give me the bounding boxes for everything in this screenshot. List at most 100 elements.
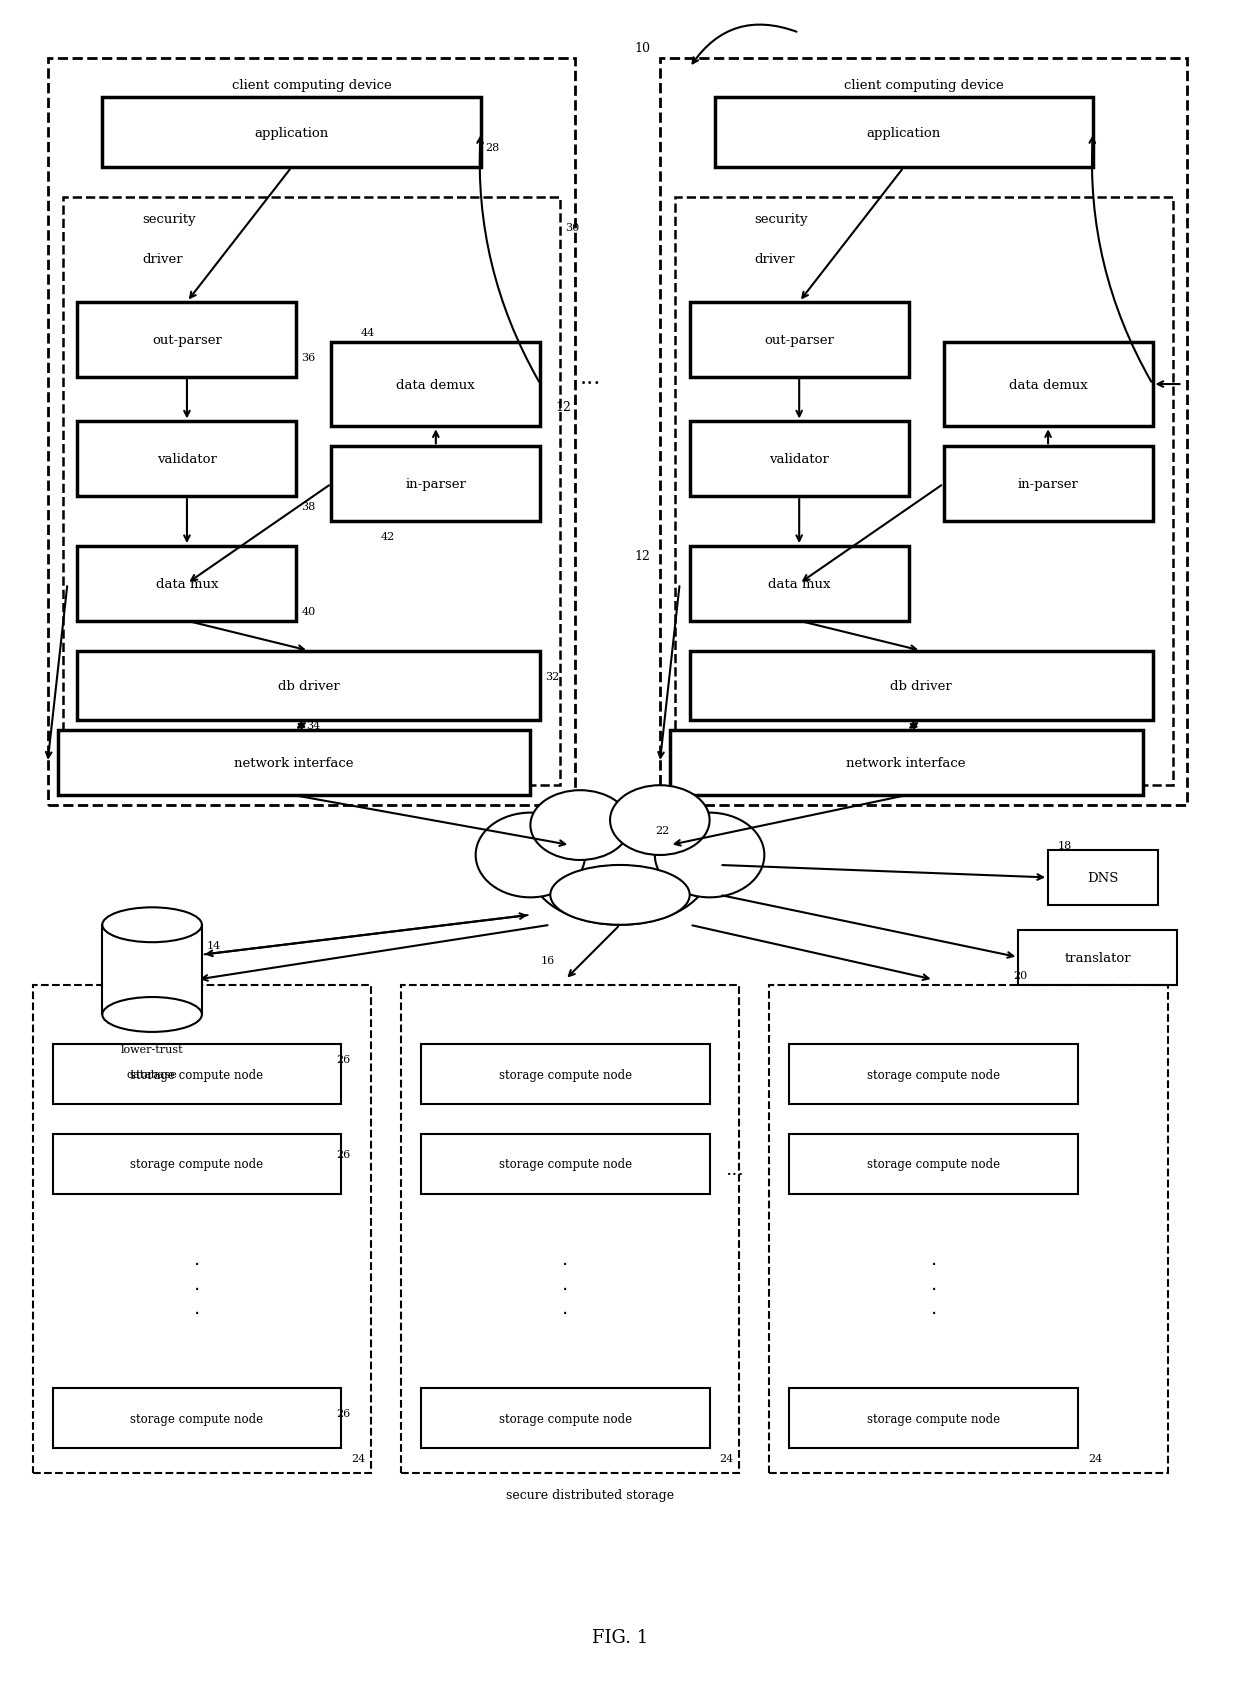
Text: client computing device: client computing device: [843, 78, 1003, 92]
Text: security: security: [754, 213, 808, 227]
FancyBboxPatch shape: [52, 1134, 341, 1194]
Text: 26: 26: [336, 1055, 351, 1064]
FancyBboxPatch shape: [420, 1134, 709, 1194]
Text: network interface: network interface: [234, 757, 353, 771]
Text: 24: 24: [719, 1453, 734, 1463]
Text: 26: 26: [336, 1149, 351, 1159]
Ellipse shape: [655, 813, 764, 899]
Text: driver: driver: [754, 252, 795, 266]
FancyBboxPatch shape: [77, 302, 296, 377]
FancyBboxPatch shape: [103, 99, 481, 169]
Text: FIG. 1: FIG. 1: [591, 1628, 649, 1647]
Text: storage compute node: storage compute node: [130, 1412, 263, 1425]
Text: 20: 20: [1013, 970, 1028, 980]
FancyBboxPatch shape: [944, 343, 1153, 428]
Text: db driver: db driver: [278, 680, 340, 692]
Text: 38: 38: [301, 501, 316, 512]
Text: .: .: [930, 1299, 936, 1318]
Text: data demux: data demux: [397, 379, 475, 392]
Ellipse shape: [103, 997, 202, 1032]
Text: 34: 34: [306, 721, 321, 731]
Ellipse shape: [103, 907, 202, 943]
Text: application: application: [254, 126, 329, 140]
Text: data mux: data mux: [768, 578, 831, 590]
Text: 14: 14: [207, 939, 221, 950]
FancyBboxPatch shape: [77, 423, 296, 496]
Text: out-parser: out-parser: [764, 334, 835, 346]
FancyBboxPatch shape: [420, 1388, 709, 1448]
Text: .: .: [193, 1299, 200, 1318]
FancyBboxPatch shape: [77, 651, 541, 721]
Text: 24: 24: [1087, 1453, 1102, 1463]
FancyBboxPatch shape: [689, 651, 1153, 721]
Text: db driver: db driver: [890, 680, 952, 692]
Text: driver: driver: [143, 252, 182, 266]
Text: storage compute node: storage compute node: [498, 1412, 632, 1425]
Text: storage compute node: storage compute node: [498, 1067, 632, 1081]
Text: 12: 12: [556, 401, 572, 414]
Text: database: database: [126, 1069, 177, 1079]
Text: 44: 44: [361, 327, 376, 338]
Text: lower-trust: lower-trust: [120, 1045, 184, 1055]
Text: storage compute node: storage compute node: [130, 1158, 263, 1171]
Text: 24: 24: [351, 1453, 366, 1463]
FancyBboxPatch shape: [689, 423, 909, 496]
Text: out-parser: out-parser: [153, 334, 222, 346]
FancyBboxPatch shape: [689, 302, 909, 377]
Text: ...: ...: [725, 1161, 744, 1178]
FancyBboxPatch shape: [331, 447, 541, 522]
FancyBboxPatch shape: [944, 447, 1153, 522]
Text: 30: 30: [565, 223, 579, 234]
Text: network interface: network interface: [847, 757, 966, 771]
Text: .: .: [930, 1274, 936, 1292]
FancyBboxPatch shape: [331, 343, 541, 428]
Ellipse shape: [551, 866, 689, 926]
Text: translator: translator: [1064, 951, 1131, 963]
Text: 18: 18: [1058, 841, 1073, 851]
FancyBboxPatch shape: [103, 926, 202, 1014]
Text: storage compute node: storage compute node: [130, 1067, 263, 1081]
FancyBboxPatch shape: [789, 1388, 1078, 1448]
Text: data mux: data mux: [156, 578, 218, 590]
Text: 28: 28: [486, 143, 500, 153]
Text: in-parser: in-parser: [405, 477, 466, 491]
FancyBboxPatch shape: [77, 547, 296, 621]
FancyBboxPatch shape: [1048, 851, 1158, 905]
Text: security: security: [143, 213, 196, 227]
Text: storage compute node: storage compute node: [498, 1158, 632, 1171]
FancyBboxPatch shape: [52, 1045, 341, 1105]
Ellipse shape: [476, 813, 585, 899]
FancyBboxPatch shape: [57, 731, 531, 796]
Text: in-parser: in-parser: [1018, 477, 1079, 491]
Text: .: .: [562, 1274, 568, 1292]
Text: client computing device: client computing device: [232, 78, 392, 92]
FancyBboxPatch shape: [714, 99, 1092, 169]
Text: storage compute node: storage compute node: [867, 1067, 1001, 1081]
Text: secure distributed storage: secure distributed storage: [506, 1488, 675, 1500]
Ellipse shape: [531, 815, 709, 926]
Text: 16: 16: [541, 955, 554, 965]
Ellipse shape: [610, 786, 709, 856]
Text: ...: ...: [579, 367, 601, 389]
FancyBboxPatch shape: [670, 731, 1142, 796]
Text: storage compute node: storage compute node: [867, 1158, 1001, 1171]
Text: .: .: [930, 1250, 936, 1269]
FancyBboxPatch shape: [420, 1045, 709, 1105]
Text: 10: 10: [635, 43, 651, 55]
FancyBboxPatch shape: [1018, 931, 1178, 985]
Text: .: .: [562, 1299, 568, 1318]
FancyBboxPatch shape: [789, 1134, 1078, 1194]
Text: .: .: [193, 1274, 200, 1292]
Text: data demux: data demux: [1008, 379, 1087, 392]
Text: validator: validator: [157, 454, 217, 465]
Text: storage compute node: storage compute node: [867, 1412, 1001, 1425]
Text: 22: 22: [655, 825, 670, 835]
Text: DNS: DNS: [1087, 871, 1118, 885]
Text: 32: 32: [546, 672, 559, 682]
Text: 12: 12: [635, 551, 651, 563]
Text: 36: 36: [301, 353, 316, 363]
Text: 26: 26: [336, 1408, 351, 1419]
FancyBboxPatch shape: [789, 1045, 1078, 1105]
Text: validator: validator: [769, 454, 830, 465]
Text: application: application: [867, 126, 941, 140]
